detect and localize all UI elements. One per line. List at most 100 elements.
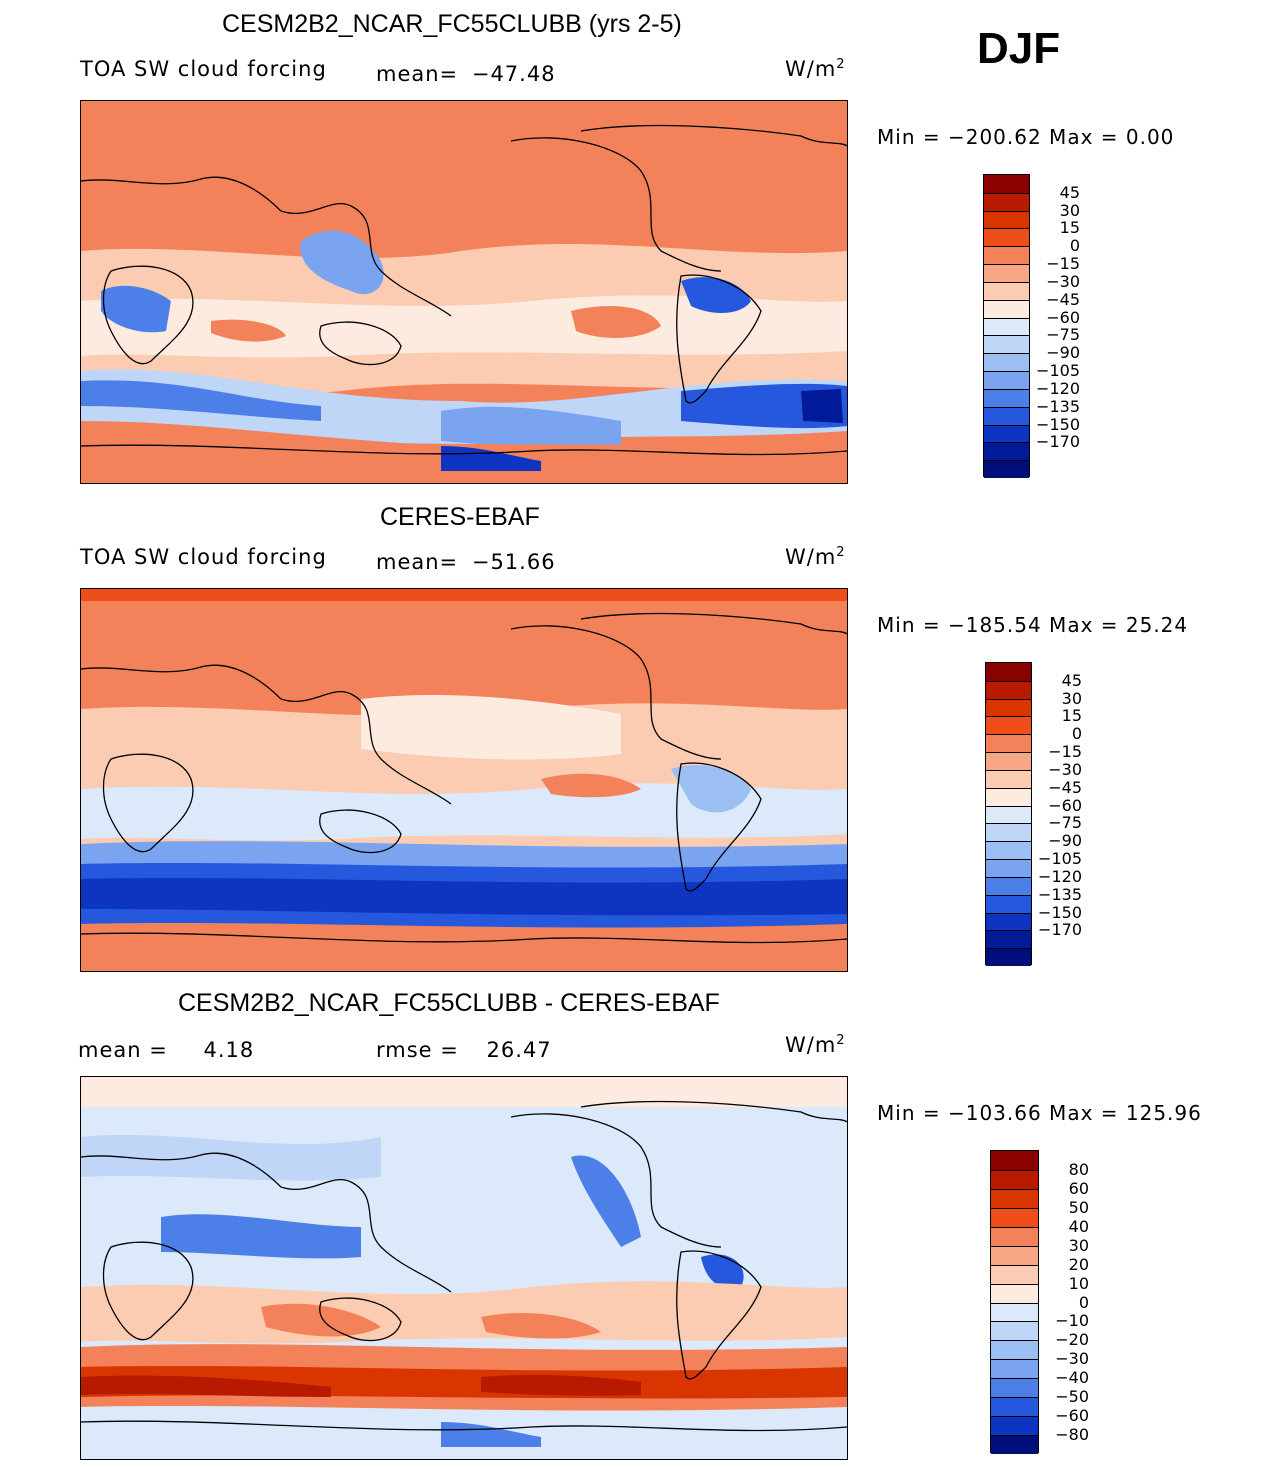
colorbar-segment [991, 1416, 1038, 1436]
colorbar-tick-label: 50 [1068, 1197, 1089, 1217]
colorbar-segment [991, 1302, 1038, 1322]
panel-3-mean-text: mean = [78, 1038, 168, 1062]
colorbar-segment [984, 246, 1029, 265]
colorbar-tick-label: −60 [1055, 1406, 1089, 1426]
colorbar-segment [984, 335, 1029, 354]
panel-1-units: W/m2 [785, 57, 846, 81]
colorbar-tick-label: 0 [1071, 724, 1082, 744]
colorbar-tick-label: −135 [1038, 884, 1082, 904]
colorbar-tick-label: −150 [1038, 902, 1082, 922]
panel-2-units-exp: 2 [836, 545, 846, 560]
colorbar-tick-label: 20 [1068, 1254, 1089, 1274]
panel-2-units: W/m2 [785, 545, 846, 569]
colorbar-tick-label: −30 [1046, 271, 1080, 291]
panel-3-minmax: Min = −103.66 Max = 125.96 [877, 1101, 1202, 1125]
panel-3-rmse-text: rmse = [376, 1038, 459, 1062]
colorbar-segment [984, 175, 1029, 193]
colorbar-segment [991, 1397, 1038, 1417]
colorbar-segment [986, 734, 1031, 753]
panel-2-title: CERES-EBAF [380, 503, 540, 531]
colorbar-tick-label: −20 [1055, 1330, 1089, 1350]
season-label: DJF [977, 24, 1061, 73]
colorbar-segment [991, 1340, 1038, 1360]
colorbar-tick-label: −120 [1036, 378, 1080, 398]
colorbar-segment [991, 1226, 1038, 1246]
colorbar-segment [991, 1264, 1038, 1284]
colorbar-tick-label: −75 [1046, 325, 1080, 345]
colorbar-tick-label: −75 [1048, 813, 1082, 833]
panel-2-mean-label: mean= −51.66 [376, 550, 556, 574]
colorbar-segment [991, 1207, 1038, 1227]
panel-2-units-base: W/m [785, 545, 837, 569]
colorbar-segment [986, 876, 1031, 895]
panel-2-colorbar [985, 662, 1032, 966]
colorbar-segment [986, 769, 1031, 788]
colorbar-segment [986, 698, 1031, 717]
colorbar-tick-label: −30 [1048, 759, 1082, 779]
panel-1-mean-text: mean= [376, 62, 459, 86]
panel-1-colorbar [983, 174, 1030, 478]
colorbar-tick-label: 15 [1059, 218, 1080, 238]
panel-2-mean-text: mean= [376, 550, 459, 574]
panel-1-map [80, 100, 848, 484]
colorbar-tick-label: −45 [1046, 289, 1080, 309]
colorbar-tick-label: 45 [1061, 670, 1082, 690]
colorbar-segment [984, 317, 1029, 336]
colorbar-tick-label: −105 [1038, 849, 1082, 869]
panel-1-title: CESM2B2_NCAR_FC55CLUBB (yrs 2-5) [222, 10, 682, 38]
panel-1-mean-value: −47.48 [471, 62, 556, 86]
colorbar-segment [984, 388, 1029, 407]
panel-1-units-base: W/m [785, 57, 837, 81]
colorbar-tick-label: −105 [1036, 361, 1080, 381]
colorbar-segment [984, 264, 1029, 282]
colorbar-segment [984, 442, 1029, 461]
colorbar-tick-label: 30 [1059, 200, 1080, 220]
panel-3-units: W/m2 [785, 1033, 846, 1057]
colorbar-tick-label: −15 [1046, 254, 1080, 274]
colorbar-segment [984, 299, 1029, 318]
panel-2-map [80, 588, 848, 972]
colorbar-tick-label: 0 [1069, 236, 1080, 256]
panel-1-mean-label: mean= −47.48 [376, 62, 556, 86]
colorbar-segment [991, 1378, 1038, 1398]
colorbar-segment [986, 841, 1031, 860]
colorbar-segment [984, 406, 1029, 425]
panel-1-map-svg [81, 101, 847, 483]
colorbar-segment [986, 716, 1031, 735]
colorbar-tick-label: 80 [1068, 1159, 1089, 1179]
panel-3-map-svg [81, 1077, 847, 1459]
colorbar-tick-label: −120 [1038, 866, 1082, 886]
colorbar-tick-label: −150 [1036, 414, 1080, 434]
panel-3-rmse-value: 26.47 [486, 1038, 552, 1062]
colorbar-segment [984, 424, 1029, 443]
panel-2-map-svg [81, 589, 847, 971]
panel-3-rmse-label: rmse = 26.47 [376, 1038, 552, 1062]
colorbar-segment [986, 948, 1031, 966]
colorbar-segment [986, 912, 1031, 931]
colorbar-tick-label: 0 [1078, 1292, 1089, 1312]
colorbar-tick-label: −45 [1048, 777, 1082, 797]
colorbar-segment [991, 1359, 1038, 1379]
colorbar-segment [984, 371, 1029, 389]
colorbar-tick-label: 45 [1059, 182, 1080, 202]
colorbar-tick-label: −30 [1055, 1349, 1089, 1369]
colorbar-tick-label: 10 [1068, 1273, 1089, 1293]
panel-1-units-exp: 2 [836, 57, 846, 72]
colorbar-segment [991, 1245, 1038, 1265]
colorbar-tick-label: −10 [1055, 1311, 1089, 1331]
panel-3-title: CESM2B2_NCAR_FC55CLUBB - CERES-EBAF [178, 989, 720, 1017]
colorbar-tick-label: −170 [1038, 920, 1082, 940]
colorbar-segment [991, 1321, 1038, 1341]
colorbar-tick-label: −40 [1055, 1368, 1089, 1388]
panel-3-units-exp: 2 [836, 1033, 846, 1048]
colorbar-segment [984, 353, 1029, 372]
colorbar-tick-label: 60 [1068, 1178, 1089, 1198]
colorbar-segment [991, 1283, 1038, 1303]
colorbar-tick-label: 40 [1068, 1216, 1089, 1236]
colorbar-segment [984, 460, 1029, 478]
colorbar-segment [986, 894, 1031, 913]
colorbar-tick-label: −90 [1046, 343, 1080, 363]
colorbar-tick-label: −60 [1046, 307, 1080, 327]
colorbar-segment [986, 859, 1031, 877]
colorbar-tick-label: 30 [1068, 1235, 1089, 1255]
